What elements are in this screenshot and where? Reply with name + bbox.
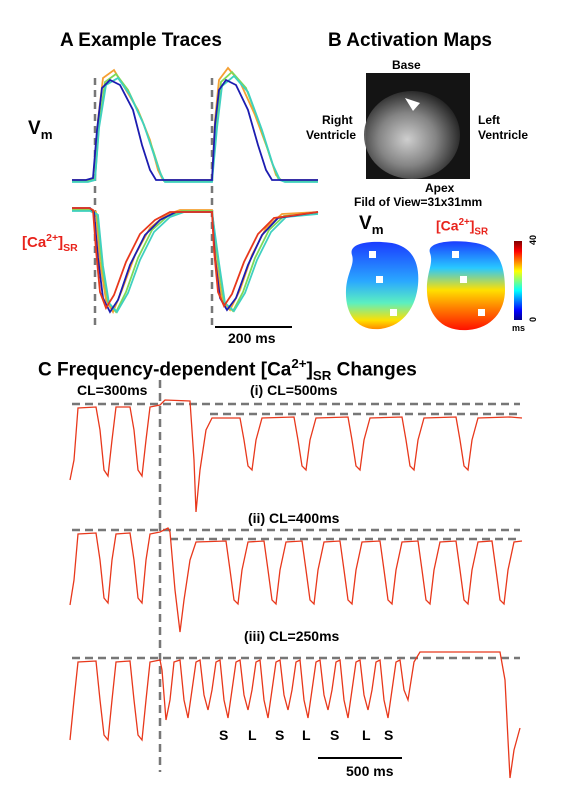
sl-label: S xyxy=(275,727,285,743)
left-ventricle-label-1: Left xyxy=(478,113,500,127)
vm-activation-map xyxy=(345,241,419,330)
trace-row-iii xyxy=(69,651,521,779)
ca-trace-red xyxy=(72,207,319,311)
panel-c-scalebar-label: 500 ms xyxy=(346,763,394,779)
colorbar xyxy=(514,241,522,320)
recording-site-marker xyxy=(460,276,467,283)
recording-site-marker xyxy=(376,276,383,283)
row-iii-label: (iii) CL=250ms xyxy=(244,628,340,644)
ca-sr-row-label: [Ca2+]SR xyxy=(22,232,78,254)
pacing-site-arrow-icon xyxy=(405,98,420,111)
right-ventricle-label-2: Ventricle xyxy=(306,128,357,142)
ca-trace-blue xyxy=(72,207,319,314)
ca-activation-map xyxy=(426,241,505,331)
base-label: Base xyxy=(392,58,421,72)
row-i-label: (i) CL=500ms xyxy=(250,382,338,398)
trace-row-i xyxy=(69,399,523,513)
panel-b-title: B Activation Maps xyxy=(328,30,492,51)
trace-row-ii xyxy=(69,527,523,633)
map-ca-sr-label: [Ca2+]SR xyxy=(436,217,489,238)
ca-trace-cyan xyxy=(72,210,319,314)
left-ventricle-label-2: Ventricle xyxy=(478,128,529,142)
sl-label: S xyxy=(219,727,229,743)
vm-row-label: Vm xyxy=(28,118,53,142)
panel-a-title: A Example Traces xyxy=(60,30,222,51)
vm-trace-cyan xyxy=(72,74,318,183)
panel-c-reference-lines xyxy=(72,380,520,772)
vm-trace-green xyxy=(72,70,318,182)
recording-site-marker xyxy=(390,309,397,316)
panel-c-traces xyxy=(69,399,523,779)
vm-traces xyxy=(72,66,318,183)
sl-label: L xyxy=(248,727,257,743)
ca-traces xyxy=(72,207,319,315)
vm-trace-blue xyxy=(72,78,318,181)
vm-trace-orange xyxy=(72,66,318,181)
sl-label: S xyxy=(384,727,394,743)
right-ventricle-label-1: Right xyxy=(322,113,353,127)
colorbar-unit-label: ms xyxy=(512,323,526,333)
field-of-view-label: Fild of View=31x31mm xyxy=(354,195,483,209)
sl-label: S xyxy=(330,727,340,743)
row-ii-label: (ii) CL=400ms xyxy=(248,510,340,526)
apex-label: Apex xyxy=(425,181,455,195)
ca-trace-green xyxy=(72,209,319,314)
recording-site-marker xyxy=(478,309,485,316)
panel-a-scalebar-label: 200 ms xyxy=(228,330,276,346)
recording-site-marker xyxy=(369,251,376,258)
map-vm-label: Vm xyxy=(359,213,384,237)
cl300-label: CL=300ms xyxy=(77,382,148,398)
ca-trace-orange xyxy=(72,208,319,315)
sl-label: L xyxy=(302,727,311,743)
sl-label: L xyxy=(362,727,371,743)
recording-site-marker xyxy=(452,251,459,258)
heart-glow xyxy=(364,91,460,179)
panel-c-title: C Frequency-dependent [Ca2+]SR Changes xyxy=(38,356,417,384)
